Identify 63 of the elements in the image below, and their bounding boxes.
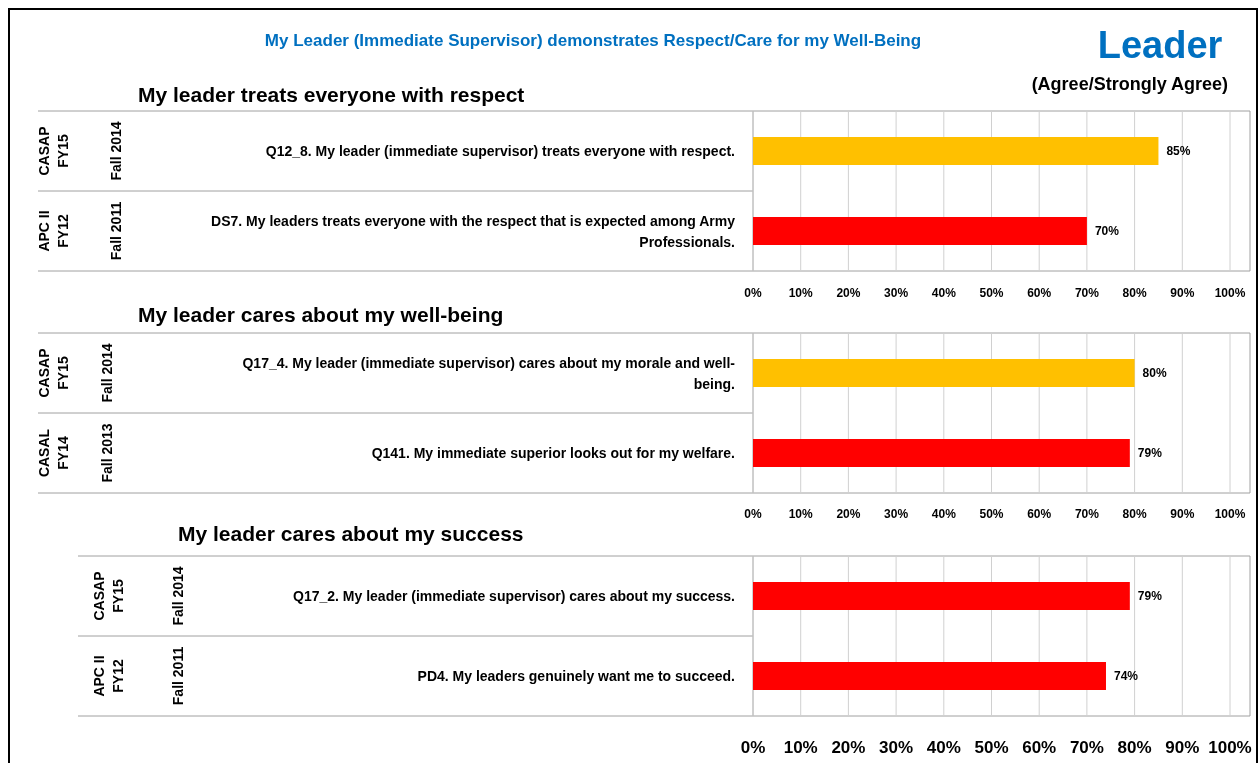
x-tick-label: 90% (1165, 738, 1200, 757)
data-label: 74% (1113, 669, 1139, 683)
x-tick-label: 0% (744, 507, 762, 521)
x-tick-label: 80% (1117, 738, 1152, 757)
text: APC II FY12 (35, 210, 71, 252)
x-tick-label: 30% (884, 507, 909, 521)
text: Fall 2014 (108, 121, 124, 181)
x-tick-label: 40% (931, 507, 957, 521)
x-tick-label: 10% (788, 286, 814, 300)
y-tick-label: PD4. My leaders genuinely want me to succeed. (417, 668, 735, 684)
x-tick-label: 10% (783, 738, 818, 757)
data-label: 79% (1137, 446, 1163, 460)
text: Fall 2011 (108, 201, 124, 261)
y-tick-label: DS7. My leaders treats everyone with the respect that is expected among Army Professionals. (211, 212, 736, 250)
text: APC II FY12 (90, 655, 126, 697)
x-tick-label: 50% (979, 286, 1004, 300)
data-label: 85% (1166, 144, 1191, 158)
x-tick-label: 30% (879, 738, 914, 757)
text: Fall 2011 (170, 646, 186, 706)
x-tick-label: 20% (831, 738, 866, 757)
x-tick-label: 50% (974, 738, 1009, 757)
data-label: 80% (1142, 366, 1167, 380)
x-tick-label: 50% (979, 507, 1004, 521)
x-tick-label: 0% (744, 286, 762, 300)
x-tick-label: 80% (1122, 286, 1147, 300)
text: My leader treats everyone with respect (138, 83, 525, 106)
x-tick-label: 20% (836, 507, 861, 521)
x-tick-label: 90% (1170, 286, 1195, 300)
y-tick-label: Q17_2. My leader (immediate supervisor) cares about my success. (293, 588, 735, 604)
y-tick-label: Q17_4. My leader (immediate supervisor) cares about my morale and well-being. (242, 354, 736, 392)
y-tick-label: Q12_8. My leader (immediate supervisor) treats everyone with respect. (265, 143, 735, 159)
x-tick-label: 60% (1027, 286, 1052, 300)
text: CASAP FY15 (35, 126, 71, 176)
text: Fall 2013 (99, 423, 115, 483)
x-tick-label: 30% (884, 286, 909, 300)
text: CASAP FY15 (35, 348, 71, 398)
text: Fall 2014 (99, 343, 115, 403)
text: Fall 2014 (170, 566, 186, 626)
x-tick-label: 0% (740, 738, 766, 757)
x-tick-label: 100% (1208, 738, 1252, 757)
data-label: 70% (1094, 224, 1120, 238)
x-tick-label: 70% (1069, 738, 1104, 757)
text: My leader cares about my well-being (138, 303, 504, 326)
x-tick-label: 80% (1122, 507, 1147, 521)
text: My leader cares about my success (178, 522, 524, 545)
text: Leader (1097, 24, 1223, 66)
data-label: 79% (1137, 589, 1163, 603)
y-tick-label: Q141. My immediate superior looks out for my welfare. (371, 445, 735, 461)
x-tick-label: 70% (1074, 507, 1100, 521)
x-tick-label: 60% (1022, 738, 1057, 757)
x-tick-label: 20% (836, 286, 861, 300)
x-tick-label: 90% (1170, 507, 1195, 521)
x-tick-label: 40% (926, 738, 961, 757)
text: CASAP FY15 (90, 571, 126, 621)
text: My Leader (Immediate Supervisor) demonstrates Respect/Care for my Well-Being (264, 31, 922, 50)
x-tick-label: 70% (1074, 286, 1100, 300)
x-tick-label: 40% (931, 286, 957, 300)
x-tick-label: 100% (1214, 286, 1246, 300)
x-tick-label: 60% (1027, 507, 1052, 521)
x-tick-label: 100% (1214, 507, 1246, 521)
text: CASAL FY14 (35, 428, 71, 478)
text: (Agree/Strongly Agree) (1031, 74, 1228, 94)
x-tick-label: 10% (788, 507, 814, 521)
